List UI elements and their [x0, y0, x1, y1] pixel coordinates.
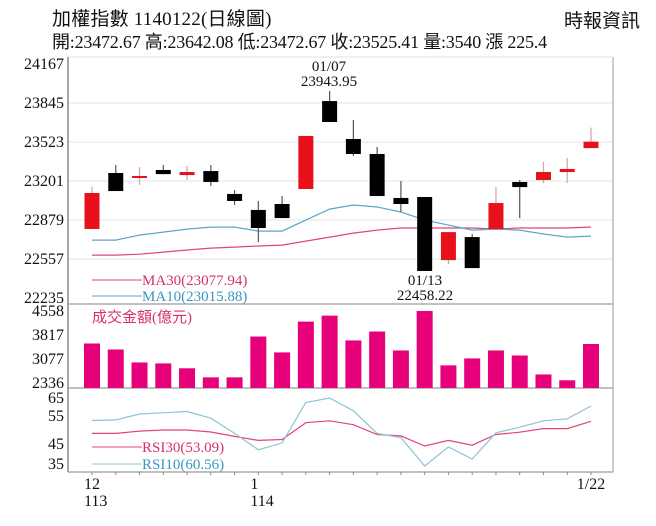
- rsi-lines: [91, 397, 592, 467]
- grid-lines: [68, 102, 613, 260]
- svg-text:24167: 24167: [24, 56, 64, 73]
- rsi30-legend: RSI30(53.09): [142, 440, 224, 456]
- low-date-label: 01/13: [408, 273, 442, 289]
- svg-text:4558: 4558: [32, 303, 64, 320]
- high-value-label: 23943.95: [301, 74, 357, 90]
- svg-text:22235: 22235: [24, 290, 64, 307]
- svg-text:55: 55: [48, 408, 64, 425]
- svg-text:23845: 23845: [24, 95, 64, 112]
- ohlc-summary: 開:23472.67 高:23642.08 低:23472.67 收:23525…: [52, 32, 547, 52]
- svg-text:12: 12: [84, 476, 100, 493]
- svg-text:3077: 3077: [32, 351, 64, 368]
- svg-text:65: 65: [48, 390, 64, 407]
- svg-text:35: 35: [48, 456, 64, 473]
- svg-text:114: 114: [250, 493, 273, 510]
- ma30-legend: MA30(23077.94): [142, 273, 247, 289]
- svg-text:113: 113: [84, 493, 107, 510]
- svg-text:3817: 3817: [32, 327, 64, 344]
- svg-text:22879: 22879: [24, 212, 64, 229]
- svg-text:1/22: 1/22: [577, 476, 605, 493]
- svg-text:2336: 2336: [32, 375, 64, 392]
- chart-title: 加權指數 1140122(日線圖): [52, 9, 272, 30]
- volume-title: 成交金額(億元): [92, 308, 192, 326]
- chart-frame: [67, 56, 614, 473]
- high-date-label: 01/07: [312, 59, 347, 75]
- source-label: 時報資訊: [563, 11, 640, 32]
- svg-text:22557: 22557: [24, 251, 64, 268]
- svg-text:1: 1: [250, 476, 258, 493]
- svg-text:45: 45: [48, 436, 64, 453]
- ma10-legend: MA10(23015.88): [142, 289, 247, 305]
- low-value-label: 22458.22: [397, 288, 453, 304]
- volume-bars: [84, 311, 599, 388]
- moving-averages: [92, 204, 592, 256]
- candlesticks: [84, 91, 599, 271]
- svg-text:23523: 23523: [24, 134, 64, 151]
- rsi10-legend: RSI10(60.56): [142, 457, 224, 473]
- svg-text:23201: 23201: [24, 173, 64, 190]
